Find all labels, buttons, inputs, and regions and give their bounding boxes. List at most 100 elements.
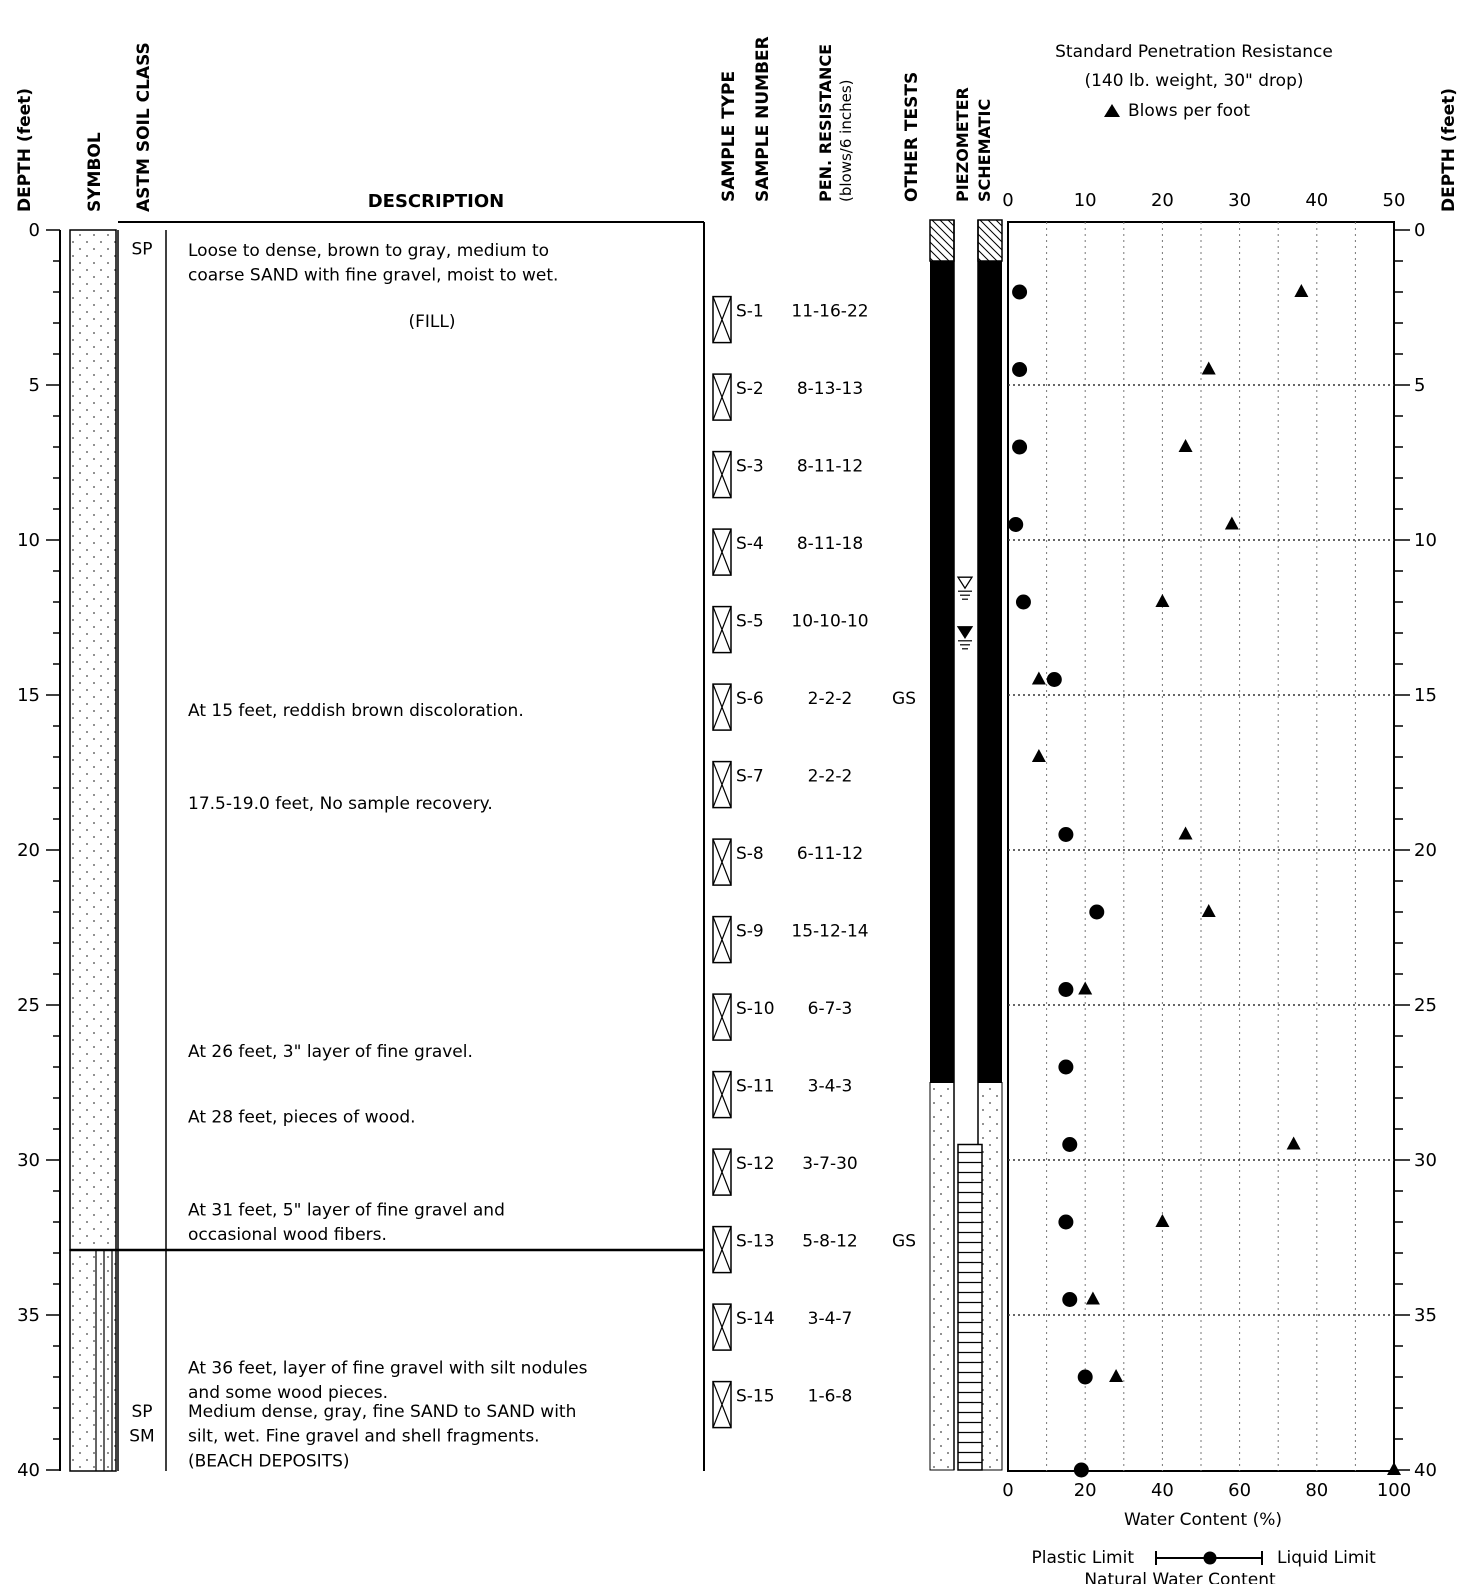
water-content-point bbox=[1058, 827, 1074, 842]
depth-tick-label-right: 15 bbox=[1414, 685, 1437, 706]
piezo-sand-pack bbox=[929, 1082, 955, 1471]
sample-s-11: S-11 3-4-3 bbox=[712, 1070, 852, 1119]
sample-cross-icon bbox=[712, 606, 732, 653]
piezo-screen bbox=[957, 1143, 983, 1471]
depth-tick-label-right: 5 bbox=[1414, 375, 1425, 396]
description-line: 17.5-19.0 feet, No sample recovery. bbox=[188, 794, 493, 814]
depth-tick-label-left: 0 bbox=[29, 220, 40, 241]
chart-subtitle: (140 lb. weight, 30" drop) bbox=[1084, 71, 1303, 91]
bottom-axis-tick-label: 20 bbox=[1074, 1480, 1097, 1501]
top-axis-tick-label: 50 bbox=[1383, 190, 1406, 211]
column-headers: DEPTH (feet) SYMBOL ASTM SOIL CLASS DESC… bbox=[15, 36, 1459, 212]
sample-number: S-2 bbox=[736, 379, 764, 399]
blows-per-foot-point bbox=[1109, 1369, 1124, 1382]
sample-number: S-14 bbox=[736, 1309, 775, 1329]
depth-tick-label-left: 10 bbox=[17, 530, 40, 551]
sample-pen-resistance: 2-2-2 bbox=[808, 767, 853, 787]
sample-number: S-9 bbox=[736, 922, 764, 942]
sample-s-5: S-5 10-10-10 bbox=[712, 605, 869, 654]
depth-tick-label-right: 0 bbox=[1414, 220, 1425, 241]
water-content-point bbox=[1062, 1137, 1078, 1152]
chart-grid bbox=[1008, 222, 1394, 1471]
sample-column: S-1 11-16-22 S-2 8-13-13 S-3 8-11-12 S-4 8-11-1… bbox=[712, 295, 869, 1429]
sample-s-14: S-14 3-4-7 bbox=[712, 1303, 852, 1351]
description-line: At 28 feet, pieces of wood. bbox=[188, 1107, 416, 1127]
blows-per-foot-point bbox=[1224, 516, 1239, 530]
piezo-bentonite-seal bbox=[930, 261, 954, 1083]
sample-pen-resistance: 6-11-12 bbox=[797, 844, 863, 864]
top-axis-tick-label: 30 bbox=[1228, 190, 1251, 211]
depth-tick-label-right: 40 bbox=[1414, 1460, 1437, 1481]
soil-class-column: SP SP SM bbox=[129, 239, 154, 1446]
other-test-label: GS bbox=[892, 689, 916, 709]
triangle-legend-icon bbox=[1104, 104, 1120, 117]
sample-cross-icon bbox=[712, 1303, 732, 1351]
sample-number: S-11 bbox=[736, 1077, 775, 1097]
description-line: At 15 feet, reddish brown discoloration. bbox=[188, 701, 524, 721]
bottom-axis-tick-label: 0 bbox=[1002, 1480, 1013, 1501]
bottom-axis-tick-label: 80 bbox=[1305, 1480, 1328, 1501]
blows-per-foot-point bbox=[1031, 749, 1046, 762]
spt-chart: 0 5 10 15 20 25 30 35 40 0 10 20 30 40 50 0 20 40 60 80 10… bbox=[1002, 190, 1437, 1501]
sample-number: S-1 bbox=[736, 302, 764, 322]
depth-tick-label-right: 10 bbox=[1414, 530, 1437, 551]
piezo-surface-seal bbox=[977, 219, 1003, 262]
sample-s-6: S-6 2-2-2 bbox=[712, 683, 852, 731]
sample-cross-icon bbox=[712, 1071, 732, 1118]
sample-cross-icon bbox=[712, 373, 732, 421]
limits-legend: Plastic Limit Liquid Limit Natural Water… bbox=[1031, 1548, 1376, 1584]
top-axis-tick-label: 20 bbox=[1151, 190, 1174, 211]
bottom-axis-tick-label: 100 bbox=[1377, 1480, 1411, 1501]
blows-per-foot-point bbox=[1085, 1291, 1100, 1305]
header-schematic: SCHEMATIC bbox=[975, 99, 994, 202]
depth-tick-label-left: 30 bbox=[17, 1150, 40, 1171]
header-pen-resistance: PEN. RESISTANCE bbox=[816, 44, 835, 202]
sample-s-1: S-1 11-16-22 bbox=[712, 295, 869, 344]
sample-cross-icon bbox=[712, 683, 732, 731]
blows-per-foot-point bbox=[1155, 594, 1170, 607]
blows-per-foot-point bbox=[1201, 361, 1216, 375]
description-line: At 36 feet, layer of fine gravel with si… bbox=[188, 1358, 588, 1378]
blows-per-foot-point bbox=[1078, 981, 1093, 995]
sample-cross-icon bbox=[712, 296, 732, 343]
water-content-point bbox=[1073, 1462, 1089, 1478]
sample-cross-icon bbox=[712, 916, 732, 963]
sample-cross-icon bbox=[712, 838, 732, 886]
header-description: DESCRIPTION bbox=[368, 191, 505, 212]
sample-pen-resistance: 8-11-18 bbox=[797, 534, 863, 554]
water-content-point bbox=[1058, 1059, 1074, 1075]
sample-number: S-5 bbox=[736, 612, 764, 632]
chart-legend-blows: Blows per foot bbox=[1128, 101, 1250, 121]
blows-per-foot-point bbox=[1387, 1462, 1401, 1475]
sample-pen-resistance: 10-10-10 bbox=[791, 612, 868, 632]
series-blows-per-foot bbox=[1031, 284, 1401, 1475]
chart-title: Standard Penetration Resistance bbox=[1055, 42, 1333, 62]
sample-pen-resistance: 11-16-22 bbox=[791, 302, 868, 322]
soil-class-label: SP bbox=[131, 239, 152, 259]
description-line: At 26 feet, 3" layer of fine gravel. bbox=[188, 1042, 473, 1062]
water-content-point bbox=[1046, 672, 1062, 687]
description-line: (FILL) bbox=[409, 312, 456, 332]
sample-s-2: S-2 8-13-13 bbox=[712, 373, 863, 421]
header-astm-soil-class: ASTM SOIL CLASS bbox=[134, 42, 154, 212]
sample-s-9: S-9 15-12-14 bbox=[712, 915, 869, 964]
depth-tick-label-right: 25 bbox=[1414, 995, 1437, 1016]
depth-tick-label-right: 30 bbox=[1414, 1150, 1437, 1171]
water-content-point bbox=[1062, 1292, 1078, 1307]
sample-pen-resistance: 3-7-30 bbox=[802, 1154, 858, 1174]
depth-tick-label-right: 35 bbox=[1414, 1305, 1437, 1326]
sample-pen-resistance: 8-13-13 bbox=[797, 379, 863, 399]
sample-cross-icon bbox=[712, 993, 732, 1041]
description-line: At 31 feet, 5" layer of fine gravel and bbox=[188, 1200, 505, 1220]
sample-cross-icon bbox=[712, 1381, 732, 1428]
water-content-point bbox=[1058, 982, 1074, 997]
water-content-point bbox=[1089, 904, 1105, 920]
top-axis: 0 10 20 30 40 50 bbox=[1002, 190, 1405, 211]
sample-number: S-12 bbox=[736, 1154, 775, 1174]
header-pen-resistance-units: (blows/6 inches) bbox=[837, 80, 855, 203]
piezo-surface-seal bbox=[929, 219, 955, 262]
legend-liquid-limit: Liquid Limit bbox=[1277, 1548, 1376, 1568]
depth-axis-right: 0 5 10 15 20 25 30 35 40 bbox=[1394, 220, 1437, 1481]
water-content-point bbox=[1058, 1214, 1074, 1230]
